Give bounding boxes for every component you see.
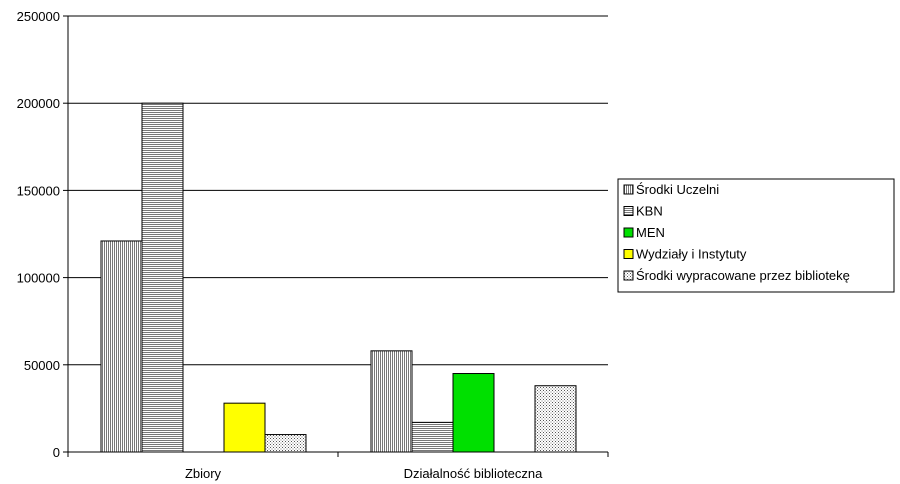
x-category-label: Działalność biblioteczna bbox=[404, 466, 544, 481]
legend-label: KBN bbox=[636, 204, 663, 219]
bar-dzialalnosc-series-1 bbox=[411, 421, 454, 453]
legend-swatch bbox=[623, 227, 634, 238]
bar-zbiory-series-0 bbox=[100, 240, 143, 453]
legend-swatch bbox=[623, 206, 634, 216]
bar-dzialalnosc-series-4 bbox=[534, 385, 577, 453]
y-tick-label: 100000 bbox=[17, 271, 60, 286]
bar-zbiory-series-1 bbox=[141, 102, 184, 453]
bar-dzialalnosc-series-2 bbox=[452, 373, 495, 453]
legend-label: MEN bbox=[636, 225, 665, 240]
y-tick-label: 50000 bbox=[24, 358, 60, 373]
legend-label: Środki wypracowane przez bibliotekę bbox=[636, 268, 850, 283]
bar-dzialalnosc-series-0 bbox=[370, 350, 413, 453]
axes: 0 50000 100000 150000 200000 250000 Zbiory Dzia… bbox=[17, 9, 609, 481]
legend-box bbox=[617, 178, 895, 293]
bar-zbiory-series-4 bbox=[264, 434, 307, 453]
legend-label: Wydziały i Instytuty bbox=[636, 247, 747, 262]
y-tick-label: 250000 bbox=[17, 9, 60, 24]
legend: Środki Uczelni KBN MEN Wydziały i Instytuty… bbox=[617, 178, 895, 293]
legend-swatch bbox=[623, 270, 634, 281]
bar-zbiory-series-3 bbox=[223, 402, 266, 453]
legend-swatch bbox=[623, 184, 634, 195]
legend-label: Środki Uczelni bbox=[636, 182, 719, 197]
y-tick-label: 200000 bbox=[17, 96, 60, 111]
y-tick-label: 0 bbox=[53, 445, 60, 460]
y-tick-label: 150000 bbox=[17, 183, 60, 198]
bars bbox=[100, 102, 577, 453]
x-category-label: Zbiory bbox=[185, 466, 222, 481]
legend-swatch bbox=[623, 249, 634, 259]
